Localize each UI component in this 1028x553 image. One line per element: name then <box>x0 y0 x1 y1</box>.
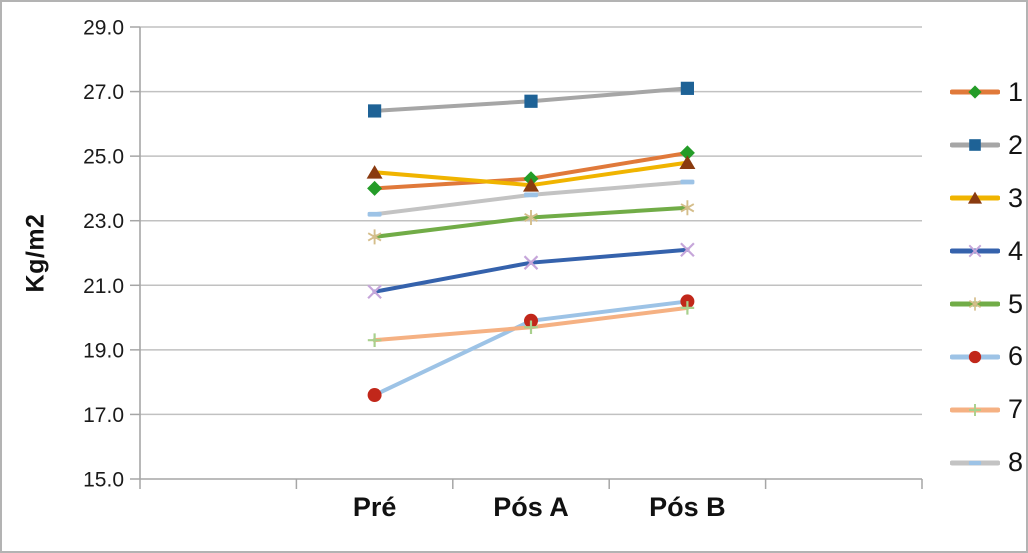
series-5-marker <box>367 229 382 245</box>
legend-item-5: 5 <box>950 278 1026 331</box>
legend-label-2: 2 <box>1008 129 1024 160</box>
series-8-marker <box>367 211 382 217</box>
legend-label-3: 3 <box>1008 182 1024 213</box>
legend-label-1: 1 <box>1008 76 1024 107</box>
series-8-marker <box>524 192 538 198</box>
series-2-marker <box>680 81 694 95</box>
legend-marker-4 <box>968 244 982 258</box>
y-tick-label: 19.0 <box>83 339 124 362</box>
legend-marker-8 <box>968 460 982 465</box>
y-tick-label: 29.0 <box>83 17 124 40</box>
chart-legend: 1 2 3 4 5 6 7 8 <box>950 66 1026 489</box>
x-axis-label: Pós A <box>493 492 569 522</box>
series-1-marker <box>679 145 695 161</box>
legend-marker-5 <box>968 297 982 311</box>
series-5-marker <box>680 200 695 216</box>
legend-swatch-6 <box>950 350 1000 364</box>
legend-label-7: 7 <box>1008 394 1024 425</box>
legend-item-6: 6 <box>950 330 1026 383</box>
y-tick-label: 21.0 <box>83 275 124 298</box>
series-6-marker <box>367 388 382 403</box>
series-5-marker <box>524 209 538 225</box>
y-tick-label: 17.0 <box>83 404 124 427</box>
x-axis-label: Pré <box>353 492 397 522</box>
y-tick-label: 23.0 <box>83 210 124 233</box>
legend-label-4: 4 <box>1008 235 1024 266</box>
series-4-marker <box>367 284 382 300</box>
series-3-marker <box>366 165 383 179</box>
legend-swatch-5 <box>950 297 1000 311</box>
series-4-marker <box>523 255 539 270</box>
legend-swatch-4 <box>950 244 1000 258</box>
legend-item-1: 1 <box>950 66 1026 119</box>
series-1-marker <box>367 180 383 196</box>
y-tick-label: 27.0 <box>83 81 124 104</box>
series-8-marker <box>680 179 695 185</box>
legend-swatch-8 <box>950 460 1000 466</box>
legend-marker-7 <box>969 403 981 416</box>
y-tick-label: 25.0 <box>83 146 124 169</box>
series-7-marker <box>680 301 695 315</box>
series-2-marker <box>524 94 538 108</box>
legend-item-2: 2 <box>950 119 1026 172</box>
series-7-marker <box>367 333 382 347</box>
legend-item-7: 7 <box>950 383 1026 436</box>
legend-swatch-2 <box>950 139 1000 152</box>
legend-label-5: 5 <box>1008 288 1024 319</box>
series-3-marker <box>679 155 696 169</box>
y-tick-label: 15.0 <box>83 469 124 492</box>
series-4-marker <box>680 242 695 258</box>
legend-item-3: 3 <box>950 172 1026 225</box>
legend-label-8: 8 <box>1008 447 1024 478</box>
legend-marker-1 <box>968 85 982 100</box>
legend-item-8: 8 <box>950 436 1026 489</box>
legend-marker-6 <box>968 350 982 364</box>
legend-swatch-1 <box>950 85 1000 100</box>
x-axis-label: Pós B <box>649 492 726 522</box>
series-3-marker <box>523 178 539 192</box>
legend-marker-2 <box>969 139 981 152</box>
series-7-marker <box>524 320 538 335</box>
legend-label-6: 6 <box>1008 341 1024 372</box>
legend-swatch-7 <box>950 403 1000 416</box>
y-axis-title: Kg/m2 <box>21 213 50 293</box>
legend-swatch-3 <box>950 191 1000 204</box>
legend-item-4: 4 <box>950 225 1026 278</box>
legend-marker-3 <box>967 191 983 204</box>
series-2-marker <box>368 104 382 118</box>
